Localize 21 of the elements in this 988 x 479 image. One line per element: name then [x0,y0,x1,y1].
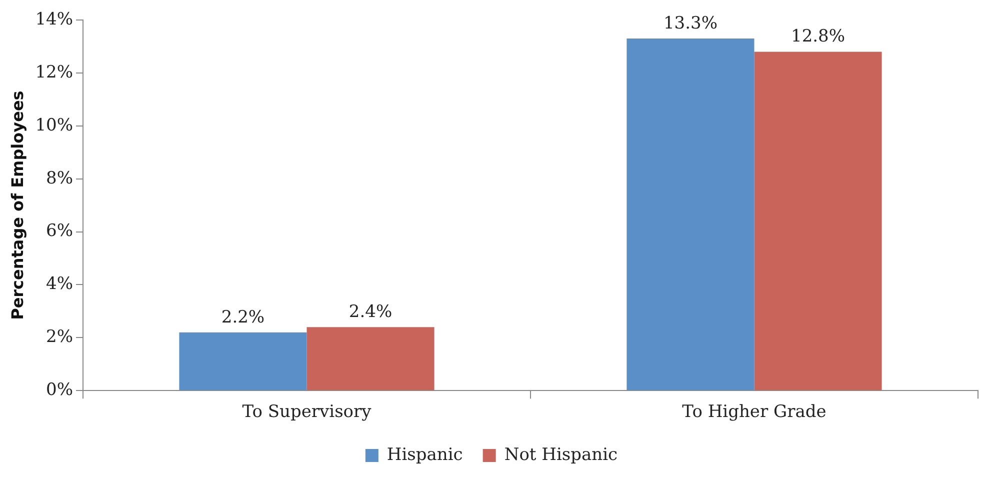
y-tick-label: 6% [46,221,73,242]
legend-label: Hispanic [386,444,463,465]
data-label: 2.4% [348,302,392,322]
legend-label: Not Hispanic [504,444,618,465]
bar [179,332,307,390]
y-tick-label: 0% [46,380,73,400]
data-label: 13.3% [663,13,718,34]
data-label: 12.8% [791,26,846,47]
data-label: 2.2% [221,307,265,328]
y-tick-label: 12% [35,62,73,82]
bar [306,327,434,390]
x-tick-label: To Supervisory [242,402,372,422]
bar [754,52,882,390]
y-tick-label: 4% [46,274,73,294]
y-axis-title: Percentage of Employees [8,90,27,320]
y-tick-label: 2% [46,327,73,348]
y-tick-label: 10% [35,115,73,136]
y-tick-label: 14% [35,9,73,30]
bar [626,38,754,390]
x-tick-label: To Higher Grade [682,402,826,422]
y-tick-label: 8% [46,168,73,188]
